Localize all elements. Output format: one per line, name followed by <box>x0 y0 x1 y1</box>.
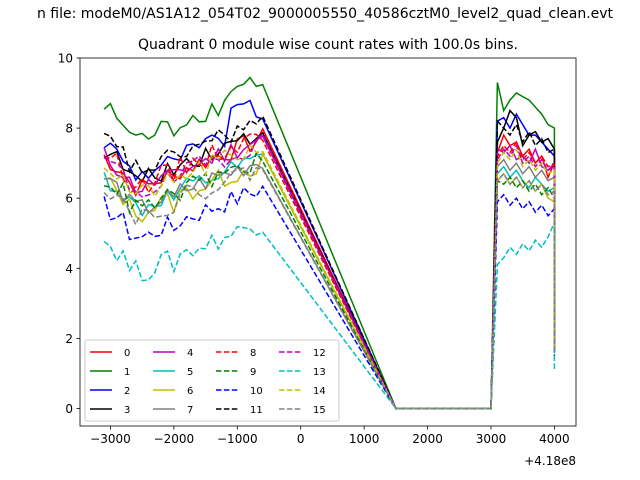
legend-label-2: 2 <box>124 386 130 397</box>
figure-suptitle: n file: modeM0/AS1A12_054T02_9000005550_… <box>36 6 614 22</box>
legend-label-5: 5 <box>187 367 193 378</box>
y-tick-label: 2 <box>65 332 73 346</box>
legend-label-8: 8 <box>250 348 256 359</box>
x-tick-label: 2000 <box>412 432 443 446</box>
legend-box <box>84 339 340 422</box>
legend-label-12: 12 <box>313 348 326 359</box>
legend-label-7: 7 <box>187 405 193 416</box>
x-tick-label: −3000 <box>90 432 131 446</box>
legend-label-4: 4 <box>187 348 193 359</box>
x-offset-text: +4.18e8 <box>524 454 576 468</box>
legend-label-0: 0 <box>124 348 130 359</box>
legend-label-10: 10 <box>250 386 263 397</box>
plot-frame <box>79 57 577 427</box>
legend-label-15: 15 <box>313 405 326 416</box>
series-line-14 <box>103 143 556 410</box>
series-line-15 <box>103 166 556 410</box>
y-tick-label: 0 <box>65 402 73 416</box>
series-line-1 <box>103 76 556 410</box>
series-line-8 <box>104 133 556 410</box>
legend-label-6: 6 <box>187 386 193 397</box>
x-tick-label: 0 <box>297 432 305 446</box>
legend-label-3: 3 <box>124 405 130 416</box>
series-line-9 <box>103 151 556 410</box>
x-tick-label: −1000 <box>217 432 258 446</box>
legend-label-11: 11 <box>250 405 263 416</box>
y-tick-label: 6 <box>65 192 73 206</box>
x-tick-label: 1000 <box>349 432 380 446</box>
series-line-10 <box>103 184 556 410</box>
legend-label-13: 13 <box>313 367 326 378</box>
series-line-13 <box>103 222 556 410</box>
y-tick-label: 10 <box>58 52 73 66</box>
legend-label-9: 9 <box>250 367 256 378</box>
series-line-11 <box>103 114 556 410</box>
series-line-2 <box>103 99 556 410</box>
x-tick-label: 4000 <box>539 432 570 446</box>
chart-title: Quadrant 0 module wise count rates with … <box>138 37 518 53</box>
x-tick-label: 3000 <box>476 432 507 446</box>
y-tick-label: 8 <box>65 122 73 136</box>
y-tick-label: 4 <box>65 262 73 276</box>
series-line-12 <box>103 132 556 410</box>
series-line-4 <box>103 135 556 410</box>
legend-label-1: 1 <box>124 367 130 378</box>
x-tick-label: −2000 <box>154 432 195 446</box>
legend-label-14: 14 <box>313 386 326 397</box>
